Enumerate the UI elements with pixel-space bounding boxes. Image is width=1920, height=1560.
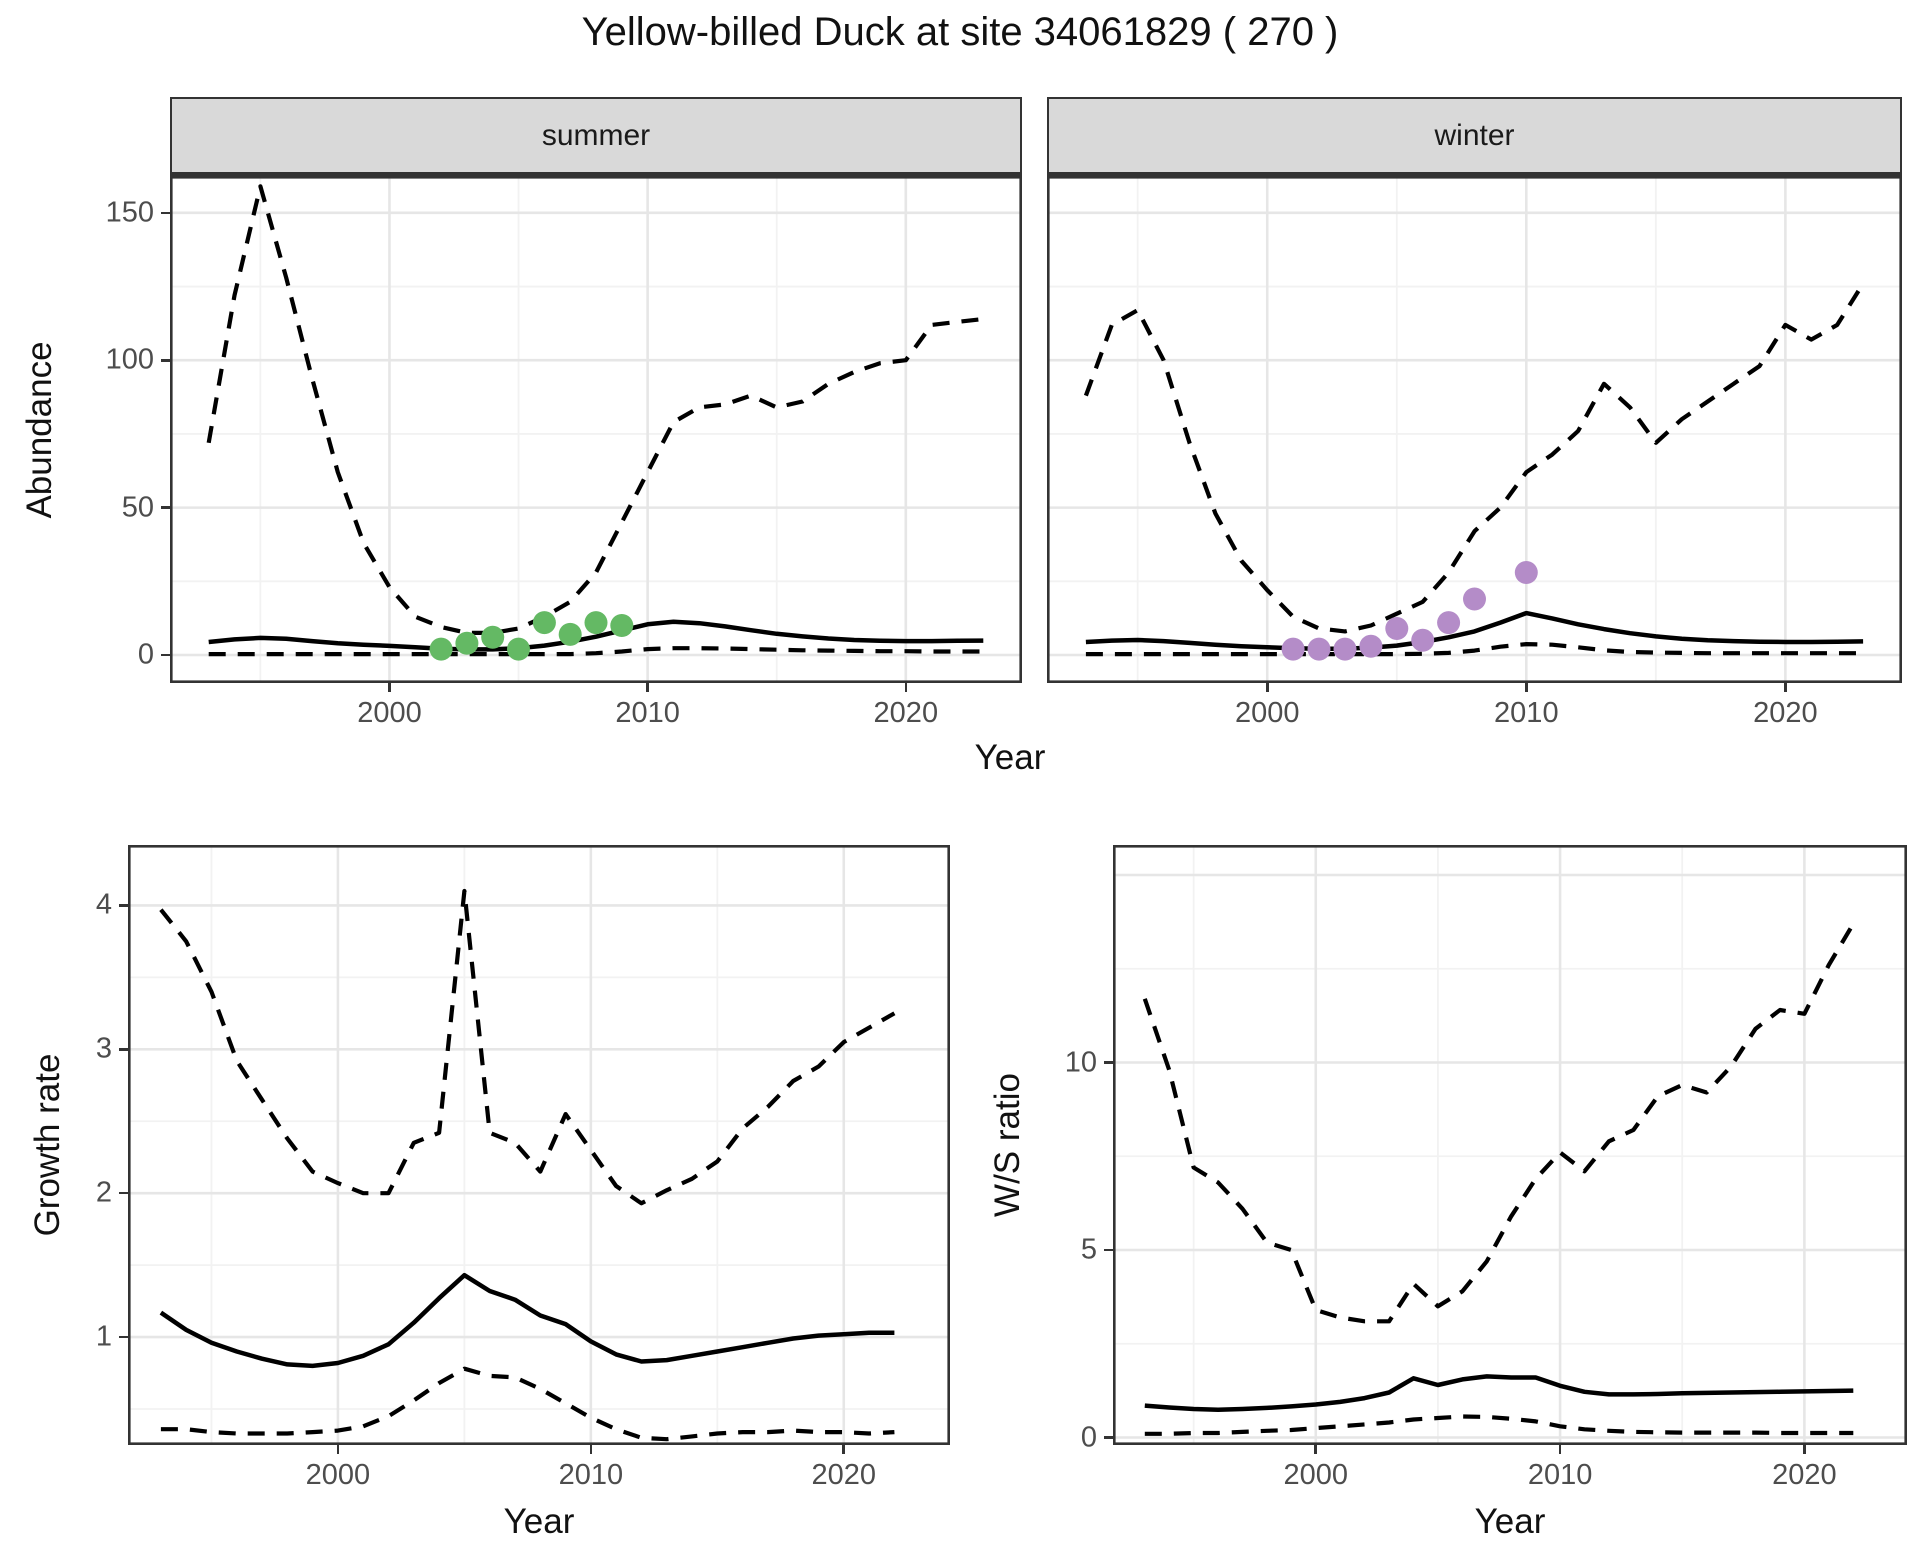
- x-tick: [1803, 1445, 1806, 1454]
- growth-rate-axis-title: Growth rate: [28, 1053, 67, 1237]
- observed-point: [1411, 628, 1435, 652]
- x-tick-label: 2000: [1234, 697, 1300, 729]
- y-tick-label: 4: [95, 888, 112, 921]
- facet-strip-winter: winter: [1047, 97, 1902, 176]
- x-tick-label: 2020: [811, 1459, 877, 1491]
- x-tick: [388, 683, 391, 692]
- y-tick: [119, 1335, 128, 1339]
- x-tick-label: 2020: [1753, 697, 1818, 729]
- y-tick-label: 10: [1064, 1046, 1097, 1078]
- x-tick-label: 2020: [1772, 1459, 1837, 1491]
- y-tick: [161, 358, 170, 362]
- y-tick: [161, 653, 170, 657]
- ws-ratio-axis-title: W/S ratio: [988, 1073, 1027, 1217]
- x-tick: [646, 683, 649, 692]
- x-tick-label: 2000: [1283, 1459, 1349, 1491]
- y-tick: [1104, 1436, 1113, 1439]
- fitted-line: [159, 1272, 895, 1369]
- y-tick: [161, 506, 170, 509]
- observed-point: [610, 614, 634, 637]
- observed-point: [1385, 617, 1409, 640]
- observed-point: [1437, 611, 1461, 635]
- x-tick-label: 2000: [357, 697, 422, 729]
- observed-point: [1307, 637, 1331, 661]
- lower_ci-line: [1085, 642, 1864, 657]
- x-tick: [842, 1445, 846, 1454]
- x-tick: [904, 683, 908, 692]
- lower_ci-line: [1144, 1414, 1854, 1436]
- x-tick: [1558, 1445, 1562, 1454]
- x-tick-label: 2020: [873, 697, 939, 729]
- facet-strip-summer: summer: [170, 97, 1022, 176]
- lower_ci-line: [160, 1366, 895, 1442]
- panel-border: [1047, 176, 1902, 683]
- y-tick-label: 150: [105, 196, 154, 229]
- x-tick-label: 2010: [1494, 697, 1559, 729]
- panel-border: [128, 845, 950, 1445]
- top-year-axis-title: Year: [974, 738, 1046, 777]
- upper_ci-line: [1083, 282, 1865, 634]
- observed-point: [1463, 587, 1486, 611]
- ws-year-axis-title: Year: [1474, 1502, 1546, 1541]
- observed-point: [1359, 634, 1383, 658]
- plot-title: Yellow-billed Duck at site 34061829 ( 27…: [581, 10, 1339, 54]
- y-tick-label: 1: [95, 1320, 112, 1353]
- observed-point: [481, 625, 505, 649]
- y-tick: [119, 1191, 128, 1195]
- x-tick: [1784, 683, 1787, 692]
- upper_ci-line: [1142, 922, 1856, 1324]
- y-tick-label: 100: [105, 343, 154, 376]
- observed-point: [532, 611, 556, 635]
- observed-point: [429, 637, 453, 661]
- facet-strip-summer-label: summer: [541, 118, 651, 152]
- fitted-line: [1085, 610, 1864, 652]
- growth-rate-chart: [128, 845, 950, 1445]
- y-tick: [161, 211, 170, 215]
- y-tick: [119, 1048, 128, 1051]
- upper_ci-line: [206, 184, 984, 635]
- y-tick: [1104, 1248, 1113, 1252]
- x-tick: [1265, 683, 1269, 692]
- summer-abundance-chart: [170, 176, 1022, 683]
- lower_ci-line: [208, 646, 984, 657]
- fitted-line: [208, 619, 984, 652]
- observed-point: [1514, 561, 1538, 584]
- x-tick-label: 2010: [615, 697, 680, 729]
- fitted-line: [1144, 1374, 1854, 1413]
- winter-abundance-chart: [1047, 176, 1902, 683]
- x-tick: [336, 1445, 340, 1454]
- ws-ratio-chart: [1113, 845, 1907, 1445]
- observed-point: [1333, 637, 1357, 661]
- observed-point: [455, 631, 479, 655]
- x-tick-label: 2010: [1527, 1459, 1593, 1491]
- observed-point: [507, 637, 530, 661]
- panel-border: [170, 176, 1022, 683]
- y-tick: [119, 904, 128, 907]
- panel-border: [1113, 845, 1907, 1445]
- facet-strip-winter-label: winter: [1434, 118, 1515, 152]
- x-tick-label: 2010: [558, 1459, 624, 1491]
- y-tick-label: 5: [1080, 1233, 1097, 1266]
- x-tick-label: 2000: [305, 1459, 371, 1491]
- growth-year-axis-title: Year: [503, 1502, 575, 1541]
- x-tick: [589, 1445, 593, 1454]
- upper_ci-line: [159, 888, 896, 1206]
- observed-point: [1281, 637, 1305, 661]
- x-tick: [1525, 683, 1528, 692]
- x-tick: [1314, 1445, 1318, 1454]
- y-tick-label: 2: [95, 1176, 112, 1209]
- abundance-axis-title: Abundance: [20, 341, 59, 519]
- observed-point: [558, 622, 582, 646]
- y-tick-label: 50: [121, 491, 154, 524]
- observed-point: [584, 611, 608, 635]
- y-tick-label: 3: [95, 1032, 112, 1065]
- y-tick-label: 0: [137, 638, 154, 671]
- y-tick-label: 0: [1080, 1421, 1097, 1453]
- y-tick: [1104, 1061, 1113, 1064]
